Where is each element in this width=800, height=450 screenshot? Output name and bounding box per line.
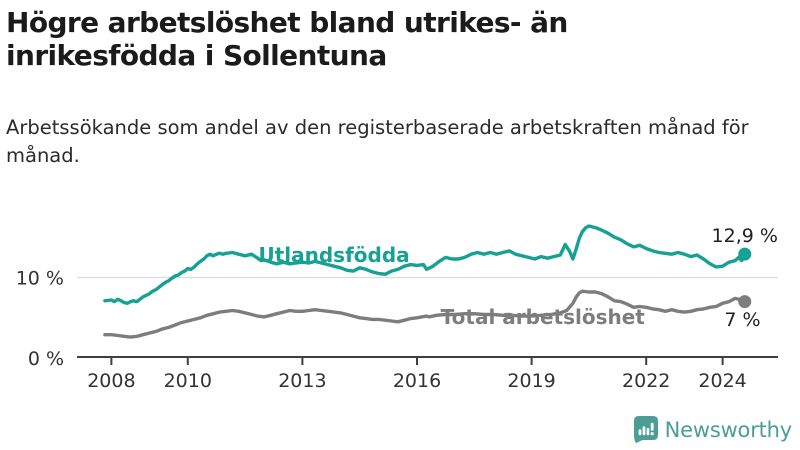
annotation-12-9-: 12,9 % [712, 225, 778, 247]
newsworthy-logo[interactable]: Newsworthy [633, 416, 793, 443]
line-chart: 2008 2010 2013 2016 2019 2022 2024 0 % 10 % Utlan… [0, 198, 800, 403]
x-tick-label-2008: 2008 [87, 370, 135, 392]
x-tick-label-2024: 2024 [698, 370, 746, 392]
title-line-2: inrikesfödda i Sollentuna [6, 39, 387, 73]
chart-subtitle: Arbetssökande som andel av den registerb… [6, 116, 749, 168]
annotation-7-: 7 % [724, 309, 760, 331]
end-dot-utlandsf-dda [738, 247, 752, 261]
title-line-1: Högre arbetslöshet bland utrikes- än [6, 6, 568, 39]
y-tick-label-0: 0 % [28, 348, 64, 370]
line-utlandsf-dda [103, 224, 747, 305]
y-tick-label-10: 10 % [16, 268, 64, 290]
x-tick-label-2022: 2022 [622, 370, 670, 392]
annotation-total-arbetsl-shet: Total arbetslöshet [441, 305, 646, 329]
x-tick-label-2010: 2010 [164, 370, 212, 392]
x-tick-label-2019: 2019 [507, 370, 555, 392]
line-total-arbetsl-shet [103, 289, 747, 339]
newsworthy-logo-text: Newsworthy [664, 417, 793, 442]
page-title: Högre arbetslöshet bland utrikes- än inr… [6, 6, 726, 72]
x-tick-label-2016: 2016 [393, 370, 441, 392]
annotation-utlandsf-dda: Utlandsfödda [258, 243, 409, 267]
newsworthy-logo-icon [633, 416, 658, 443]
end-dot-total-arbetsl-shet [738, 295, 752, 309]
x-tick-label-2013: 2013 [278, 370, 326, 392]
unemployment-line-chart: 2008 2010 2013 2016 2019 2022 2024 0 % 10 % Utlan… [16, 224, 778, 392]
